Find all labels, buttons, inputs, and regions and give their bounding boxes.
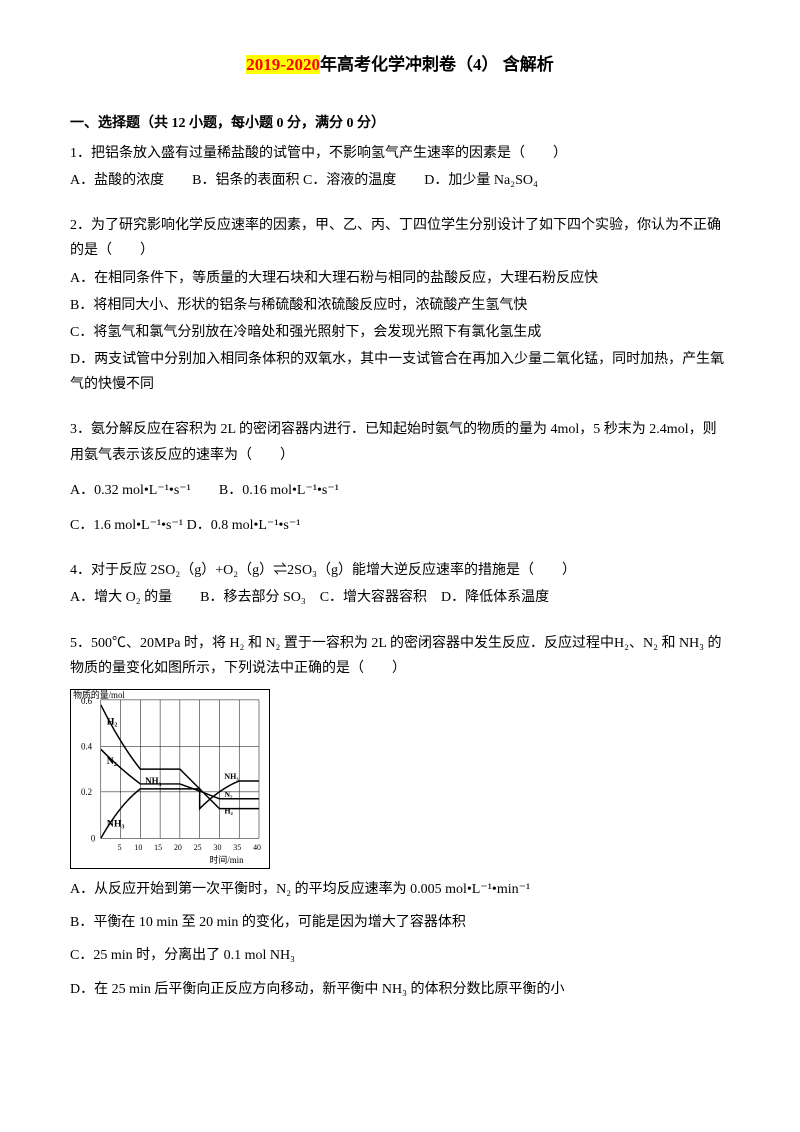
- svg-text:20: 20: [174, 843, 182, 852]
- q2-text: 2．为了研究影响化学反应速率的因素，甲、乙、丙、丁四位学生分别设计了如下四个实验…: [70, 213, 730, 263]
- svg-text:15: 15: [154, 843, 162, 852]
- q2-optC: C．将氢气和氯气分别放在冷暗处和强光照射下，会发现光照下有氯化氢生成: [70, 320, 730, 345]
- q5-optA: A．从反应开始到第一次平衡时，N₂ 的平均反应速率为 0.005 mol•L⁻¹…: [70, 877, 730, 902]
- q1-text: 1．把铝条放入盛有过量稀盐酸的试管中，不影响氢气产生速率的因素是（ ）: [70, 141, 730, 166]
- svg-text:H₂: H₂: [107, 717, 118, 728]
- svg-text:0.6: 0.6: [81, 696, 93, 706]
- svg-text:0.4: 0.4: [81, 741, 93, 751]
- svg-text:NH₃: NH₃: [145, 776, 161, 786]
- svg-text:时间/min: 时间/min: [210, 854, 245, 865]
- question-5: 5．500℃、20MPa 时，将 H₂ 和 N₂ 置于一容积为 2L 的密闭容器…: [70, 631, 730, 1002]
- svg-text:25: 25: [194, 843, 202, 852]
- svg-text:N₂: N₂: [107, 756, 117, 767]
- q3-optCD: C．1.6 mol•L⁻¹•s⁻¹ D．0.8 mol•L⁻¹•s⁻¹: [70, 513, 730, 538]
- chart-container: 物质的量/mol 0.6 0.4 0.2 0 5 10 15 20 25 30 …: [70, 689, 730, 869]
- reaction-chart: 物质的量/mol 0.6 0.4 0.2 0 5 10 15 20 25 30 …: [70, 689, 270, 869]
- q2-optA: A．在相同条件下，等质量的大理石块和大理石粉与相同的盐酸反应，大理石粉反应快: [70, 266, 730, 291]
- svg-text:N₂: N₂: [224, 790, 233, 799]
- question-3: 3．氨分解反应在容积为 2L 的密闭容器内进行．已知起始时氨气的物质的量为 4m…: [70, 417, 730, 538]
- svg-text:10: 10: [134, 843, 142, 852]
- svg-text:NH₃: NH₃: [107, 818, 125, 829]
- question-2: 2．为了研究影响化学反应速率的因素，甲、乙、丙、丁四位学生分别设计了如下四个实验…: [70, 213, 730, 397]
- svg-text:40: 40: [253, 843, 261, 852]
- question-4: 4．对于反应 2SO₂（g）+O₂（g）⇌2SO₃（g）能增大逆反应速率的措施是…: [70, 558, 730, 610]
- title-black: 年高考化学冲刺卷（4） 含解析: [320, 55, 554, 74]
- svg-text:0: 0: [91, 833, 96, 843]
- svg-text:NH₃: NH₃: [224, 772, 239, 781]
- q3-text: 3．氨分解反应在容积为 2L 的密闭容器内进行．已知起始时氨气的物质的量为 4m…: [70, 417, 730, 467]
- q2-optD: D．两支试管中分别加入相同条体积的双氧水，其中一支试管合在再加入少量二氧化锰，同…: [70, 347, 730, 397]
- q2-optB: B．将相同大小、形状的铝条与稀硫酸和浓硫酸反应时，浓硫酸产生氢气快: [70, 293, 730, 318]
- svg-text:H₂: H₂: [224, 807, 233, 816]
- q5-optC: C．25 min 时，分离出了 0.1 mol NH₃: [70, 943, 730, 968]
- q1-options: A．盐酸的浓度 B．铝条的表面积 C．溶液的温度 D．加少量 Na₂SO₄: [70, 168, 730, 193]
- svg-text:35: 35: [233, 843, 241, 852]
- section-header: 一、选择题（共 12 小题，每小题 0 分，满分 0 分）: [70, 111, 730, 136]
- q4-options: A．增大 O₂ 的量 B．移去部分 SO₃ C．增大容器容积 D．降低体系温度: [70, 585, 730, 610]
- q5-text: 5．500℃、20MPa 时，将 H₂ 和 N₂ 置于一容积为 2L 的密闭容器…: [70, 631, 730, 681]
- q4-text: 4．对于反应 2SO₂（g）+O₂（g）⇌2SO₃（g）能增大逆反应速率的措施是…: [70, 558, 730, 583]
- svg-text:30: 30: [214, 843, 222, 852]
- question-1: 1．把铝条放入盛有过量稀盐酸的试管中，不影响氢气产生速率的因素是（ ） A．盐酸…: [70, 141, 730, 193]
- q3-optAB: A．0.32 mol•L⁻¹•s⁻¹ B．0.16 mol•L⁻¹•s⁻¹: [70, 478, 730, 503]
- q5-optB: B．平衡在 10 min 至 20 min 的变化，可能是因为增大了容器体积: [70, 910, 730, 935]
- q5-optD: D．在 25 min 后平衡向正反应方向移动，新平衡中 NH₃ 的体积分数比原平…: [70, 977, 730, 1002]
- svg-text:0.2: 0.2: [81, 787, 92, 797]
- title-red: 2019-2020: [246, 55, 320, 74]
- svg-text:5: 5: [118, 843, 122, 852]
